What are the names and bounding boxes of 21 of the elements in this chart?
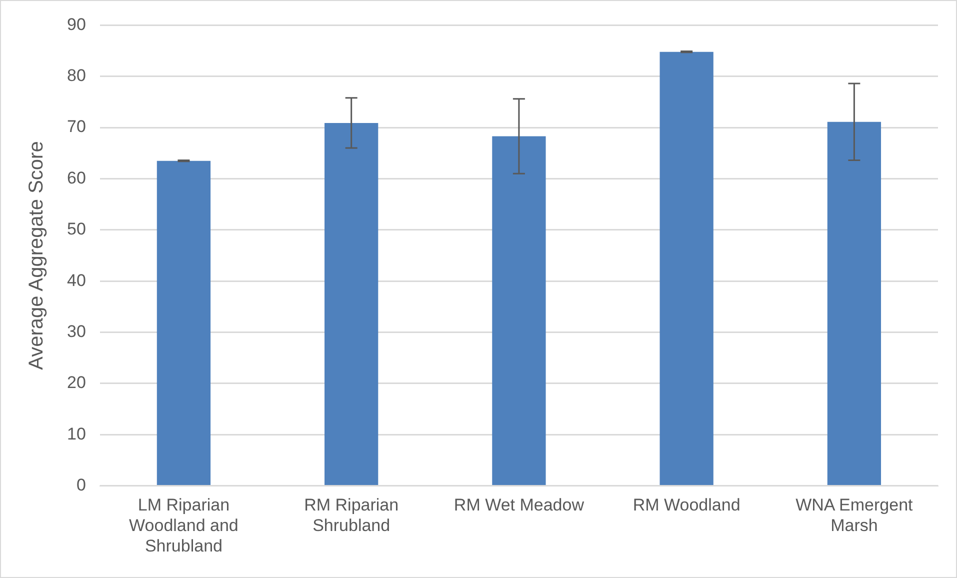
x-tick-label: RM Woodland [632,496,740,515]
y-tick-label: 40 [66,270,86,290]
y-tick-label: 80 [66,66,86,86]
x-tick-label: RM Wet Meadow [454,496,585,515]
bar [660,52,714,486]
bar [156,160,211,486]
x-tick-label: WNA Emergent Marsh [796,496,914,536]
y-tick-label: 0 [76,475,86,494]
y-tick-label: 90 [66,14,86,34]
bar [492,136,546,486]
y-tick-label: 50 [66,220,86,239]
x-tick-label: RM Riparian Shrubland [304,496,399,536]
y-axis-title: Average Aggregate Score [26,141,48,370]
y-tick-label: 60 [66,168,86,188]
y-tick-label: 70 [66,117,86,136]
bar [827,122,882,486]
x-tick-label: LM Riparian Woodland and Shrubland [129,496,238,556]
y-tick-label: 10 [66,424,86,444]
bar [324,122,378,486]
y-tick-label: 20 [66,373,86,392]
y-tick-label: 30 [66,322,86,341]
